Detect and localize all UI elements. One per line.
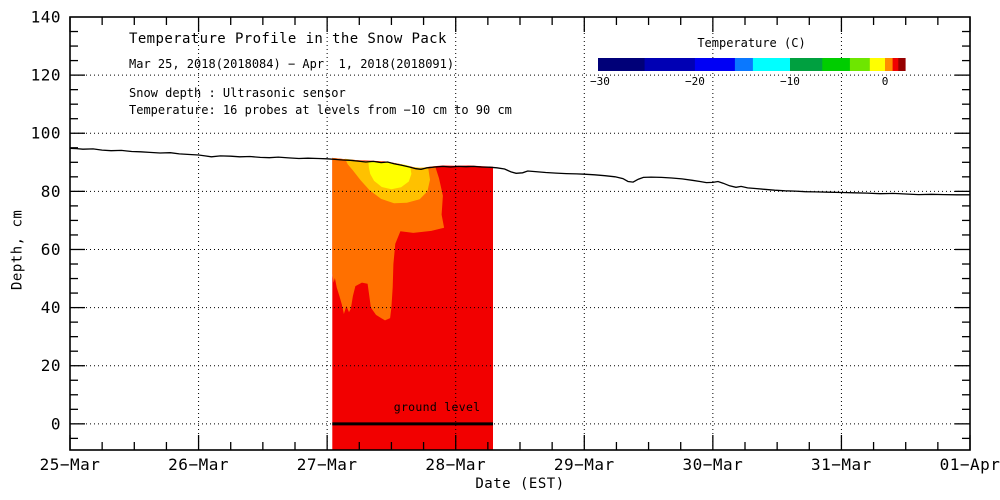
x-tick-label: 28−Mar: [425, 455, 486, 474]
colorbar-segment: [822, 58, 851, 71]
y-tick-label: 100: [31, 124, 61, 143]
plot-border: [69, 16, 971, 451]
colorbar-segment: [598, 58, 646, 71]
temp-region-yellow: [368, 161, 412, 190]
y-tick-label: 140: [31, 8, 61, 27]
chart-date-range: Mar 25, 2018(2018084) − Apr 1, 2018(2018…: [129, 57, 455, 71]
colorbar-segment: [892, 58, 899, 71]
y-tick-label: 120: [31, 66, 61, 85]
colorbar-segment: [790, 58, 823, 71]
y-tick-label: 80: [41, 182, 61, 201]
colorbar-segment: [898, 58, 906, 71]
colorbar-tick-label: −10: [780, 75, 800, 88]
chart-title: Temperature Profile in the Snow Pack: [129, 31, 447, 47]
x-tick-label: 27−Mar: [297, 455, 358, 474]
colorbar-segment: [869, 58, 886, 71]
colorbar-title: Temperature (C): [697, 36, 806, 50]
colorbar-tick-label: −30: [590, 75, 610, 88]
snow-depth-line: [69, 147, 970, 196]
colorbar-tick-label: −20: [685, 75, 705, 88]
colorbar-segment: [752, 58, 791, 71]
x-tick-label: 25−Mar: [40, 455, 101, 474]
y-tick-label: 40: [41, 298, 61, 317]
x-axis-label: Date (EST): [475, 476, 565, 492]
y-tick-label: 60: [41, 240, 61, 259]
y-tick-label: 0: [51, 414, 61, 433]
x-tick-label: 30−Mar: [682, 455, 743, 474]
colorbar-segment: [694, 58, 736, 71]
y-tick-label: 20: [41, 356, 61, 375]
sensor-info-line-2: Temperature: 16 probes at levels from −1…: [129, 103, 512, 117]
colorbar-segment: [734, 58, 754, 71]
sensor-info-line-1: Snow depth : Ultrasonic sensor: [129, 86, 346, 100]
x-tick-label: 31−Mar: [811, 455, 872, 474]
colorbar-segment: [849, 58, 871, 71]
x-tick-label: 26−Mar: [168, 455, 229, 474]
x-tick-label: 29−Mar: [554, 455, 615, 474]
ground-level-annotation: ground level: [393, 399, 481, 414]
y-axis-label: Depth, cm: [9, 209, 26, 291]
colorbar-segment: [644, 58, 696, 71]
colorbar-tick-label: 0: [882, 75, 889, 88]
x-tick-label: 01−Apr: [940, 455, 1000, 474]
colorbar-segment: [885, 58, 894, 71]
